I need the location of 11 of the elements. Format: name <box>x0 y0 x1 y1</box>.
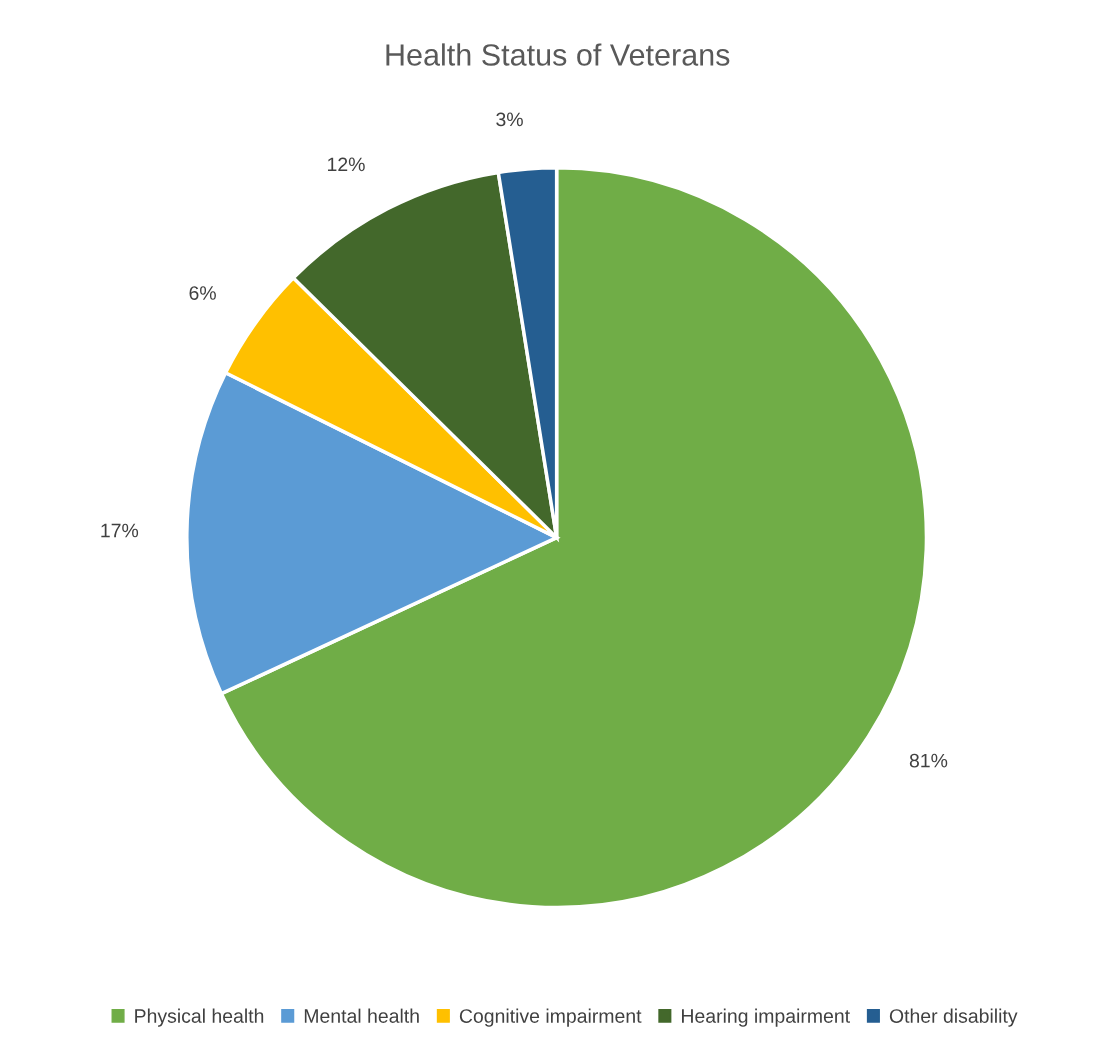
legend-label: Hearing impairment <box>682 1008 850 1027</box>
legend-label: Other disability <box>889 1008 1018 1027</box>
legend-label: Cognitive impairment <box>459 1008 642 1027</box>
data-label: 3% <box>496 112 523 127</box>
legend-label: Physical health <box>135 1008 264 1027</box>
data-label: 81% <box>909 753 948 768</box>
data-label: 6% <box>189 286 216 300</box>
chart-title: Health Status of Veterans <box>386 43 730 66</box>
legend-label: Mental health <box>304 1008 419 1023</box>
data-label: 17% <box>101 523 139 538</box>
data-label: 12% <box>328 157 365 172</box>
